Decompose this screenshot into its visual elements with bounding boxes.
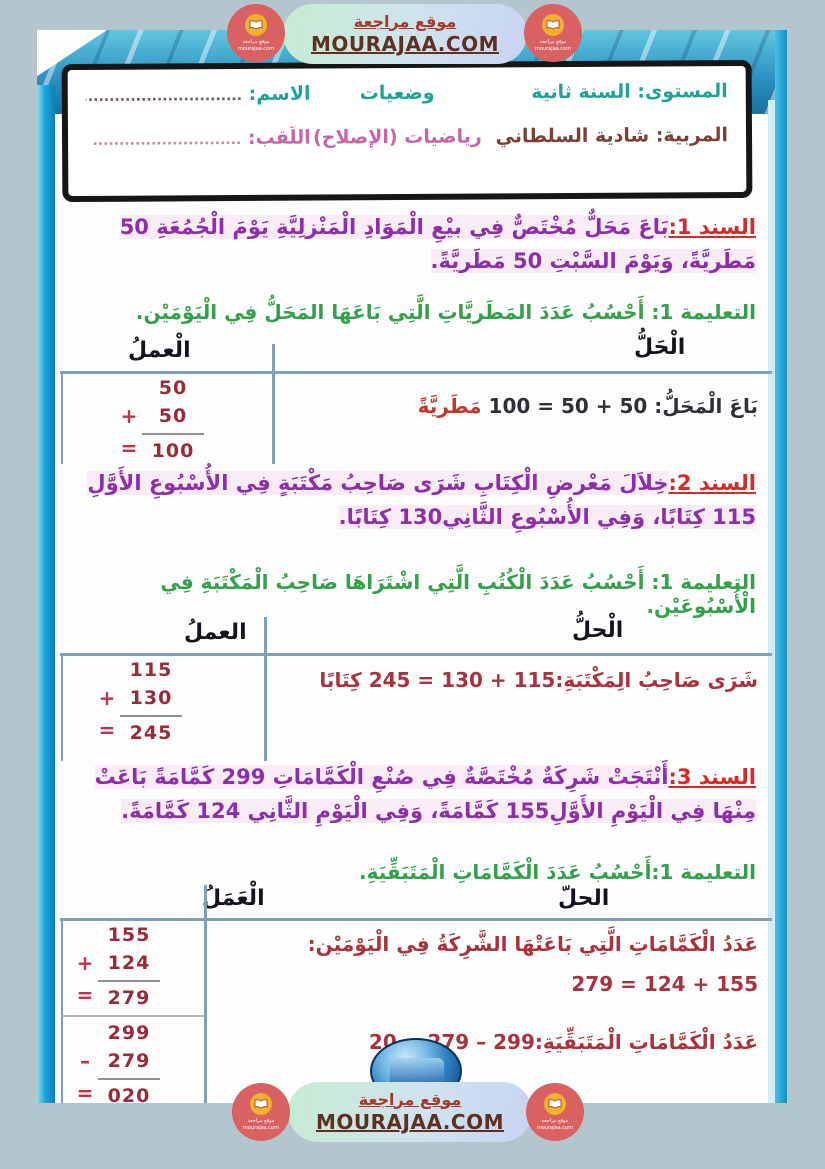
name-dotted-line: ................................... — [85, 88, 243, 106]
operand: 130 — [129, 687, 173, 709]
subject-label: وضعيات — [359, 81, 435, 105]
section1-sanad-label: السند 1: — [668, 215, 757, 239]
section1-left-rule — [61, 371, 63, 464]
section2-instruction: التعليمة 1: أَحْسُبُ عَدَدَ الْكُتُبِ ال… — [160, 570, 756, 618]
result: 020 — [98, 1078, 160, 1107]
section2-left-rule — [61, 653, 63, 761]
site-logo-top-left: موقع مراجعة mourajaa.com — [227, 4, 285, 62]
site-name-arabic-link[interactable]: موقع مراجعة — [353, 11, 457, 31]
equals-sign: = — [120, 435, 138, 460]
student-info-box: المستوى: السنة ثانية وضعيات الاسم: .....… — [61, 59, 753, 203]
name-field[interactable]: الاسم: .................................… — [86, 83, 311, 106]
book-icon — [542, 14, 564, 37]
section3-header-rule — [60, 918, 772, 921]
section3-sanad-label: السند 3: — [668, 765, 757, 789]
plus-sign: + — [76, 951, 94, 975]
book-icon — [544, 1093, 566, 1116]
section1-sanad-text: بَاعَ مَحَلٌّ مُخْتَصٌّ فِي بيْعِ الْمَو… — [119, 215, 756, 274]
name-label: الاسم: — [248, 82, 311, 105]
section3-work-header: الْعَمَلُ — [202, 886, 265, 911]
minus-sign: – — [80, 1049, 90, 1073]
solution-unit: مَطَريَّةً — [417, 394, 482, 418]
surname-dotted-line: ............................ — [92, 132, 242, 149]
section3-solution-line3: عَدَدُ الْكَمَّامَاتِ الْمَتَبَقِّيَةِ:2… — [368, 1030, 758, 1054]
logo-caption: موقع مراجعة mourajaa.com — [242, 1118, 279, 1131]
site-badge-footer: موقع مراجعة MOURAJAA.COM — [288, 1082, 532, 1142]
site-name-arabic-link[interactable]: موقع مراجعة — [358, 1089, 462, 1109]
section3-column-divider — [204, 885, 207, 1103]
result: 245 — [120, 715, 182, 744]
site-logo-footer-right: موقع مراجعة mourajaa.com — [526, 1083, 584, 1141]
section2-column-divider — [264, 617, 267, 761]
section1-instruction: التعليمة 1: أَحْسُبُ عَدَدَ المَطَريَّات… — [135, 300, 756, 324]
operand: 299 — [107, 1022, 151, 1044]
equals-sign: = — [76, 982, 94, 1007]
plus-sign: + — [98, 686, 116, 710]
section1-vertical-addition: 50 +50 = 100 — [116, 377, 204, 467]
section2-solution-header: الْحلُّ — [572, 618, 624, 643]
operand: 50 — [158, 405, 188, 427]
equals-sign: = — [98, 717, 116, 742]
site-badge-top: موقع مراجعة MOURAJAA.COM — [283, 4, 527, 64]
section1-column-divider — [272, 344, 275, 464]
site-logo-footer-left: موقع مراجعة mourajaa.com — [232, 1083, 290, 1141]
plus-sign: + — [120, 404, 138, 428]
site-domain-link[interactable]: MOURAJAA.COM — [311, 32, 499, 57]
section1-solution-line: بَاعَ الْمَحَلُّ: 50 + 50 = 100 مَطَريَّ… — [300, 394, 758, 418]
section2-statement: السند 2:خِلاَلَ مَعْرضِ الْكِتَابِ شَرَى… — [70, 466, 756, 534]
operand: 124 — [107, 952, 151, 974]
section3-sanad-text: أَنْتَجَتْ شَرِكَةٌ مُخْتَصَّةٌ فِي صُنْ… — [94, 765, 756, 824]
section2-work-header: العملُ — [184, 620, 247, 645]
right-border-stripe-light — [768, 100, 775, 1103]
section1-solution-header: الْحَلُّ — [634, 335, 686, 360]
site-logo-top-right: موقع مراجعة mourajaa.com — [524, 4, 582, 62]
section2-vertical-addition: 115 +130 = 245 — [94, 659, 182, 749]
result: 100 — [142, 433, 204, 462]
surname-field[interactable]: اللّقب: ............................ — [86, 126, 311, 150]
left-border-stripe — [37, 85, 55, 1103]
section2-header-rule — [60, 653, 772, 656]
section3-instruction: التعليمة 1:أَحْسُبُ عَدَدَ الْكَمَّامَات… — [358, 860, 756, 884]
section3-left-rule — [61, 918, 63, 1103]
section1-work-header: الْعملُ — [128, 338, 191, 363]
section3-solution-header: الحلّ — [558, 886, 610, 911]
section2-solution-line: شَرَى صَاحِبُ الِمَكْتَبَةِ:115 + 130 = … — [319, 668, 758, 692]
section2-sanad-text: خِلاَلَ مَعْرضِ الْكِتَابِ شَرَى صَاحِبُ… — [87, 471, 756, 530]
course-label: رياضيات (الإصلاح) — [313, 125, 482, 149]
section1-header-rule — [60, 371, 772, 374]
result: 279 — [98, 980, 160, 1009]
operand: 115 — [129, 659, 173, 681]
level-label: المستوى: السنة ثانية — [531, 80, 728, 104]
section3-solution-line1: عَدَدُ الْكَمَّامَاتِ الَّتِي بَاعَتْهَا… — [307, 932, 758, 956]
section3-vertical-addition: 155 +124 = 279 — [72, 924, 160, 1014]
logo-caption: موقع مراجعة mourajaa.com — [534, 39, 571, 52]
section3-vertical-subtraction: 299 –279 = 020 — [72, 1022, 160, 1112]
site-domain-link[interactable]: MOURAJAA.COM — [316, 1110, 504, 1135]
book-icon — [250, 1093, 272, 1116]
section3-solution-line2: 155 + 124 = 279 — [571, 972, 758, 996]
operand: 155 — [107, 924, 151, 946]
book-icon — [245, 14, 267, 37]
solution-text: بَاعَ الْمَحَلُّ: 50 + 50 = 100 — [481, 394, 758, 418]
logo-caption: موقع مراجعة mourajaa.com — [536, 1118, 573, 1131]
section3-work-separator — [61, 1015, 205, 1017]
right-border-stripe — [775, 30, 787, 1103]
section3-statement: السند 3:أَنْتَجَتْ شَرِكَةٌ مُخْتَصَّةٌ … — [70, 760, 756, 828]
section1-statement: السند 1:بَاعَ مَحَلٌّ مُخْتَصٌّ فِي بيْع… — [88, 210, 756, 278]
logo-caption: موقع مراجعة mourajaa.com — [237, 39, 274, 52]
teacher-label: المربية: شادية السلطاني — [495, 124, 729, 148]
equals-sign: = — [76, 1080, 94, 1105]
operand: 50 — [158, 377, 188, 399]
operand: 279 — [107, 1050, 151, 1072]
surname-label: اللّقب: — [247, 126, 311, 149]
section2-sanad-label: السند 2: — [668, 471, 757, 495]
